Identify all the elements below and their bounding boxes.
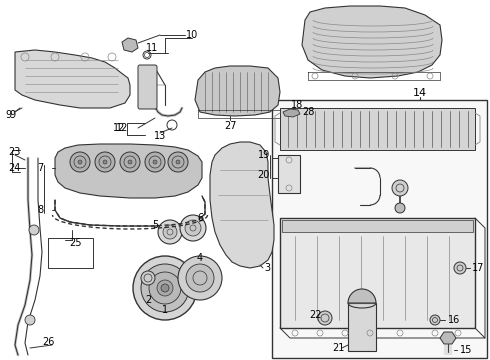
Text: 25: 25 xyxy=(69,238,81,248)
Text: 15: 15 xyxy=(460,345,472,355)
Wedge shape xyxy=(348,289,376,303)
Text: 6: 6 xyxy=(197,213,203,223)
Bar xyxy=(278,155,300,193)
Polygon shape xyxy=(15,50,130,108)
Circle shape xyxy=(395,203,405,213)
Text: 9: 9 xyxy=(9,110,15,120)
Circle shape xyxy=(186,264,214,292)
Circle shape xyxy=(176,160,180,164)
Polygon shape xyxy=(440,332,456,344)
Circle shape xyxy=(25,315,35,325)
Bar xyxy=(348,303,376,351)
Circle shape xyxy=(185,220,201,236)
Circle shape xyxy=(95,152,115,172)
Circle shape xyxy=(128,160,132,164)
Circle shape xyxy=(78,160,82,164)
Text: 14: 14 xyxy=(413,88,427,98)
Circle shape xyxy=(133,256,197,320)
Text: 1: 1 xyxy=(162,305,168,315)
Circle shape xyxy=(103,160,107,164)
Polygon shape xyxy=(195,66,280,116)
Polygon shape xyxy=(283,109,300,117)
Text: 12: 12 xyxy=(116,123,128,133)
Text: 2: 2 xyxy=(145,295,151,305)
Text: 16: 16 xyxy=(448,315,460,325)
Text: 11: 11 xyxy=(146,43,158,53)
Circle shape xyxy=(180,215,206,241)
Text: 7: 7 xyxy=(37,163,43,173)
Polygon shape xyxy=(302,6,442,78)
Text: 21: 21 xyxy=(332,343,344,353)
Text: 3: 3 xyxy=(264,263,270,273)
Circle shape xyxy=(454,262,466,274)
Circle shape xyxy=(392,180,408,196)
Text: 24: 24 xyxy=(8,163,21,173)
Text: 22: 22 xyxy=(309,310,321,320)
Circle shape xyxy=(141,264,189,312)
Circle shape xyxy=(70,152,90,172)
Text: 23: 23 xyxy=(8,147,21,157)
Circle shape xyxy=(153,160,157,164)
Circle shape xyxy=(141,271,155,285)
Text: 28: 28 xyxy=(302,107,314,117)
Polygon shape xyxy=(210,142,274,268)
Circle shape xyxy=(163,225,177,239)
Text: 8: 8 xyxy=(37,205,43,215)
Circle shape xyxy=(145,152,165,172)
Bar xyxy=(48,238,93,268)
Polygon shape xyxy=(55,144,202,198)
Circle shape xyxy=(29,225,39,235)
Circle shape xyxy=(157,280,173,296)
Text: 18: 18 xyxy=(291,100,303,110)
Circle shape xyxy=(161,284,169,292)
Polygon shape xyxy=(122,38,138,52)
Text: 4: 4 xyxy=(197,253,203,263)
Text: 5: 5 xyxy=(152,220,158,230)
Text: 19: 19 xyxy=(258,150,270,160)
Text: 27: 27 xyxy=(224,121,236,131)
FancyBboxPatch shape xyxy=(138,65,157,109)
Bar xyxy=(282,220,473,232)
Bar xyxy=(272,100,487,358)
Text: 20: 20 xyxy=(258,170,270,180)
Circle shape xyxy=(120,152,140,172)
Circle shape xyxy=(430,315,440,325)
Text: 12: 12 xyxy=(113,123,125,133)
Text: 17: 17 xyxy=(472,263,485,273)
Circle shape xyxy=(149,272,181,304)
Text: 13: 13 xyxy=(154,131,166,141)
Circle shape xyxy=(168,152,188,172)
Text: 10: 10 xyxy=(186,30,198,40)
Text: 9: 9 xyxy=(5,110,11,120)
Circle shape xyxy=(178,256,222,300)
Bar xyxy=(280,108,475,150)
Circle shape xyxy=(158,220,182,244)
Circle shape xyxy=(318,311,332,325)
Bar xyxy=(280,218,475,328)
Text: 26: 26 xyxy=(42,337,54,347)
